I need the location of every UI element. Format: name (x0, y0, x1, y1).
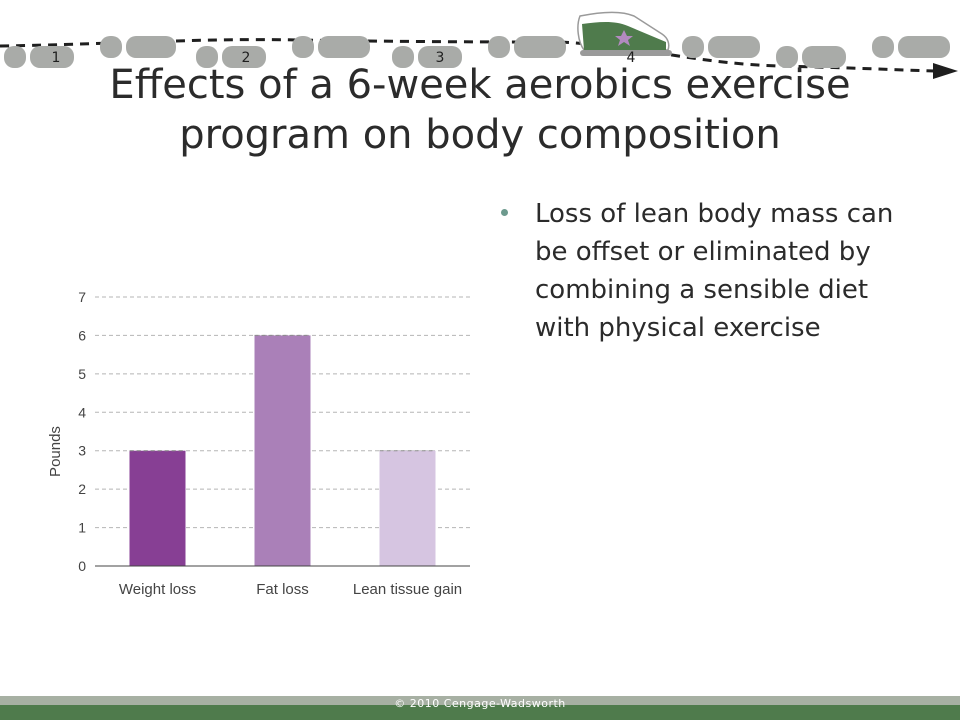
y-tick-label: 2 (78, 481, 86, 497)
bullet-item: Loss of lean body mass can be offset or … (495, 195, 915, 347)
sneaker-icon (577, 11, 672, 56)
arrow-right-icon (933, 63, 958, 79)
footprint-icon (4, 36, 950, 68)
y-tick-label: 6 (78, 327, 86, 343)
step-number-2: 2 (242, 50, 251, 66)
bullet-list: Loss of lean body mass can be offset or … (495, 195, 915, 347)
bar-chart: 0 1 2 3 4 5 6 7 Weight loss Fat loss Lean tissue … (47, 289, 470, 598)
bar (379, 450, 436, 566)
bar (129, 450, 186, 566)
footer-band: © 2010 Cengage-Wadsworth (0, 696, 960, 720)
slide-title: Effects of a 6-week aerobics exercise pr… (109, 62, 851, 158)
step-number-3: 3 (436, 50, 445, 66)
y-tick-label: 5 (78, 366, 86, 382)
x-category-label: Weight loss (119, 581, 196, 598)
footer-stripe-light (0, 696, 960, 705)
y-axis-label: Pounds (47, 426, 64, 477)
y-axis-ticks: 0 1 2 3 4 5 6 7 (78, 289, 86, 574)
y-tick-label: 7 (78, 289, 86, 305)
copyright-text: © 2010 Cengage-Wadsworth (394, 697, 566, 710)
step-number-4: 4 (627, 50, 636, 66)
x-category-label: Fat loss (256, 581, 309, 598)
y-tick-label: 1 (78, 520, 86, 536)
y-tick-label: 0 (78, 558, 86, 574)
bar (254, 335, 311, 566)
y-tick-label: 3 (78, 443, 86, 459)
step-number-1: 1 (52, 50, 61, 66)
footprint-path-banner: 1 2 3 4 (0, 11, 958, 79)
x-category-label: Lean tissue gain (353, 581, 462, 598)
y-tick-label: 4 (78, 404, 86, 420)
footer-stripe-dark (0, 705, 960, 720)
x-axis-categories: Weight loss Fat loss Lean tissue gain (119, 581, 462, 598)
bars (129, 334, 436, 566)
